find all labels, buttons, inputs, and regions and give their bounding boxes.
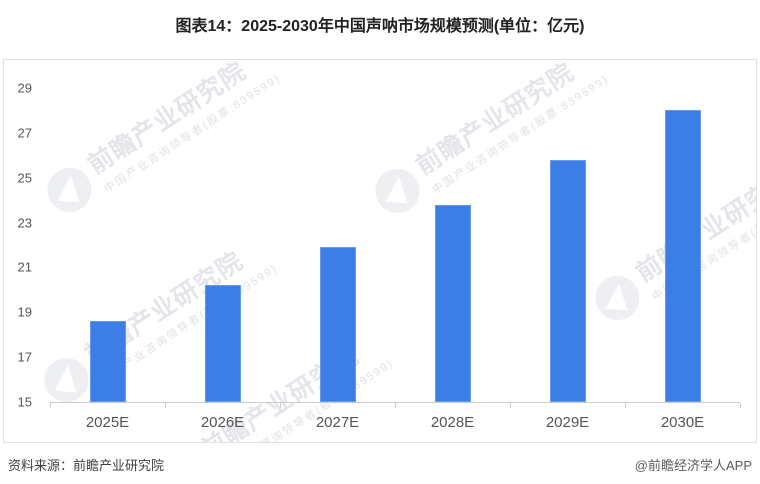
watermark-texts: 前瞻产业研究院中国产业咨询领导者(股票:839599)	[80, 59, 284, 196]
x-axis-tick-mark	[510, 403, 511, 408]
x-axis-line	[50, 402, 740, 403]
qianzhan-logo-icon	[587, 267, 648, 329]
x-axis-tick-mark	[625, 403, 626, 408]
brand-watermark: 前瞻产业研究院中国产业咨询领导者(股票:839599)	[149, 323, 397, 442]
chart-title: 图表14：2025-2030年中国声呐市场规模预测(单位：亿元)	[175, 18, 585, 35]
x-axis-category-label: 2025E	[85, 414, 130, 431]
brand-watermark: 前瞻产业研究院中国产业咨询领导者(股票:839599)	[33, 228, 281, 415]
brand-watermark: 前瞻产业研究院中国产业咨询领导者(股票:839599)	[36, 59, 284, 225]
watermark-brand-text: 前瞻产业研究院	[83, 59, 252, 180]
chart-panel: 前瞻产业研究院 中国产业咨询领导者(股票:839599) 前瞻产业研究院 中国产业咨询…	[3, 59, 757, 443]
x-axis-category-label: 2027E	[315, 414, 360, 431]
x-axis-category-label: 2029E	[545, 414, 590, 431]
x-axis-tick-mark	[395, 403, 396, 408]
y-axis-tick-label: 25	[17, 170, 32, 186]
bar-2030E	[664, 110, 701, 402]
y-axis-tick-label: 19	[17, 304, 32, 320]
bar-2026E	[204, 285, 241, 402]
y-axis-tick-label: 15	[17, 394, 32, 410]
watermark-tagline-text: 中国产业咨询领导者(股票:839599)	[102, 72, 284, 196]
y-axis-tick-label: 21	[17, 259, 32, 275]
bar-2025E	[89, 321, 126, 402]
x-axis-tick-mark	[280, 403, 281, 408]
footer: 资料来源：前瞻产业研究院 @前瞻经济学人APP	[0, 455, 760, 474]
bar-2028E	[434, 204, 471, 402]
x-axis-category-label: 2026E	[200, 414, 245, 431]
y-axis-tick-label: 17	[17, 349, 32, 365]
x-axis-tick-mark	[740, 403, 741, 408]
qianzhan-logo-icon	[367, 160, 428, 222]
y-axis-tick-label: 29	[17, 80, 32, 96]
credit-note: @前瞻经济学人APP	[634, 458, 752, 473]
qianzhan-logo-icon	[39, 159, 100, 221]
bar-2027E	[319, 247, 356, 402]
x-axis-category-label: 2030E	[660, 414, 705, 431]
bar-2029E	[549, 159, 586, 402]
x-axis-category-label: 2028E	[430, 414, 475, 431]
x-axis-tick-mark	[165, 403, 166, 408]
x-axis-tick-mark	[50, 403, 51, 408]
y-axis-tick-label: 27	[17, 125, 32, 141]
y-axis-tick-label: 23	[17, 215, 32, 231]
source-note: 资料来源：前瞻产业研究院	[8, 458, 165, 473]
